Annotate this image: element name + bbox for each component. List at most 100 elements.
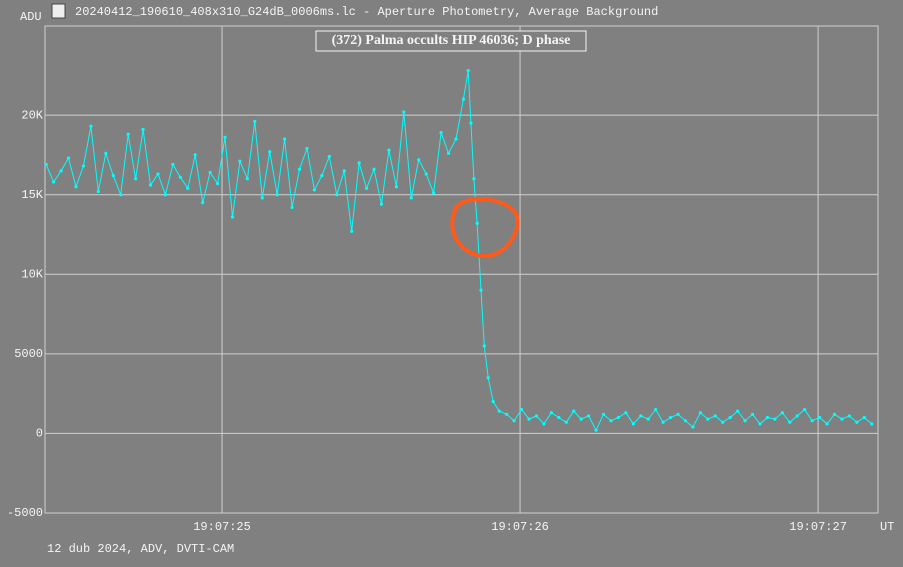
data-point	[579, 417, 583, 421]
data-point	[357, 161, 361, 165]
data-point	[862, 415, 866, 420]
data-point	[721, 420, 725, 424]
data-point	[594, 428, 598, 432]
data-point	[780, 411, 784, 415]
data-point	[297, 167, 302, 171]
data-point	[825, 422, 829, 426]
data-point	[698, 411, 702, 415]
data-point	[840, 417, 844, 421]
data-point	[409, 196, 413, 200]
data-point	[810, 419, 814, 423]
data-point	[616, 415, 621, 420]
y-tick-label: 0	[36, 427, 43, 441]
data-point	[148, 183, 153, 187]
data-point	[482, 344, 486, 348]
data-point	[788, 420, 792, 424]
data-point	[163, 193, 168, 197]
data-point	[497, 409, 501, 413]
data-point	[89, 124, 93, 128]
footer: 12 dub 2024, ADV, DVTI-CAM	[47, 542, 234, 556]
data-point	[364, 186, 369, 190]
data-point	[59, 169, 63, 173]
data-point	[44, 162, 48, 167]
data-point	[486, 376, 490, 380]
data-point	[245, 177, 249, 181]
data-point	[223, 135, 227, 140]
x-tick-label: 19:07:25	[193, 520, 251, 534]
data-point	[519, 407, 524, 412]
data-point	[335, 193, 339, 197]
title-box	[315, 30, 587, 52]
data-point	[119, 193, 123, 197]
y-tick-label: 15K	[21, 188, 43, 202]
data-point	[706, 417, 710, 421]
data-point	[342, 169, 346, 173]
data-point	[609, 419, 613, 423]
window-title: 20240412_190610_408x310_G24dB_0006ms.lc …	[75, 5, 658, 19]
x-tick-label: 19:07:27	[789, 520, 847, 534]
data-point	[765, 415, 770, 420]
data-point	[668, 415, 673, 420]
data-point	[624, 411, 628, 415]
data-point	[542, 422, 546, 426]
data-point	[631, 422, 635, 426]
data-point	[201, 201, 205, 205]
data-point	[475, 221, 479, 225]
data-point	[387, 148, 391, 152]
data-point	[312, 188, 317, 192]
data-point	[461, 97, 466, 101]
data-point	[639, 414, 643, 418]
data-point	[432, 191, 436, 195]
data-point	[832, 412, 837, 416]
data-point	[534, 414, 539, 418]
data-point	[564, 420, 568, 424]
data-point	[268, 150, 272, 154]
data-point	[469, 121, 473, 125]
data-point	[803, 407, 807, 412]
data-point	[156, 172, 160, 176]
data-point	[275, 193, 279, 197]
data-point	[290, 205, 294, 210]
data-point	[691, 425, 695, 429]
data-point	[750, 412, 755, 416]
x-axis-label: UT	[880, 520, 894, 534]
data-point	[238, 159, 242, 163]
data-point	[654, 407, 658, 412]
app-icon	[51, 3, 66, 19]
data-point	[208, 170, 212, 175]
data-point	[52, 180, 56, 184]
data-point	[479, 288, 483, 292]
y-tick-label: 20K	[21, 108, 43, 122]
data-point	[96, 189, 100, 194]
data-point	[260, 196, 264, 200]
annotation-circle	[450, 197, 520, 259]
data-point	[178, 175, 182, 179]
data-point	[74, 185, 78, 189]
data-point	[305, 146, 309, 151]
data-point	[855, 420, 859, 424]
data-point	[549, 411, 553, 415]
data-point	[743, 419, 747, 423]
data-point	[466, 68, 470, 73]
data-point	[283, 137, 287, 141]
data-point	[527, 417, 531, 421]
data-point	[713, 414, 717, 418]
data-point	[446, 151, 451, 155]
data-point	[773, 417, 777, 421]
data-point	[186, 186, 190, 190]
data-point	[817, 415, 822, 420]
data-point	[215, 181, 220, 186]
data-point	[646, 417, 650, 421]
data-point	[557, 415, 561, 420]
data-point	[847, 414, 851, 418]
data-point	[424, 172, 428, 176]
y-tick-label: -5000	[7, 506, 43, 520]
data-point	[676, 412, 680, 416]
data-point	[327, 154, 331, 159]
y-axis-label: ADU	[20, 10, 42, 24]
data-point	[111, 174, 115, 178]
data-point	[134, 177, 138, 181]
data-point	[601, 412, 606, 416]
y-tick-label: 5000	[14, 347, 43, 361]
data-point	[572, 409, 576, 413]
